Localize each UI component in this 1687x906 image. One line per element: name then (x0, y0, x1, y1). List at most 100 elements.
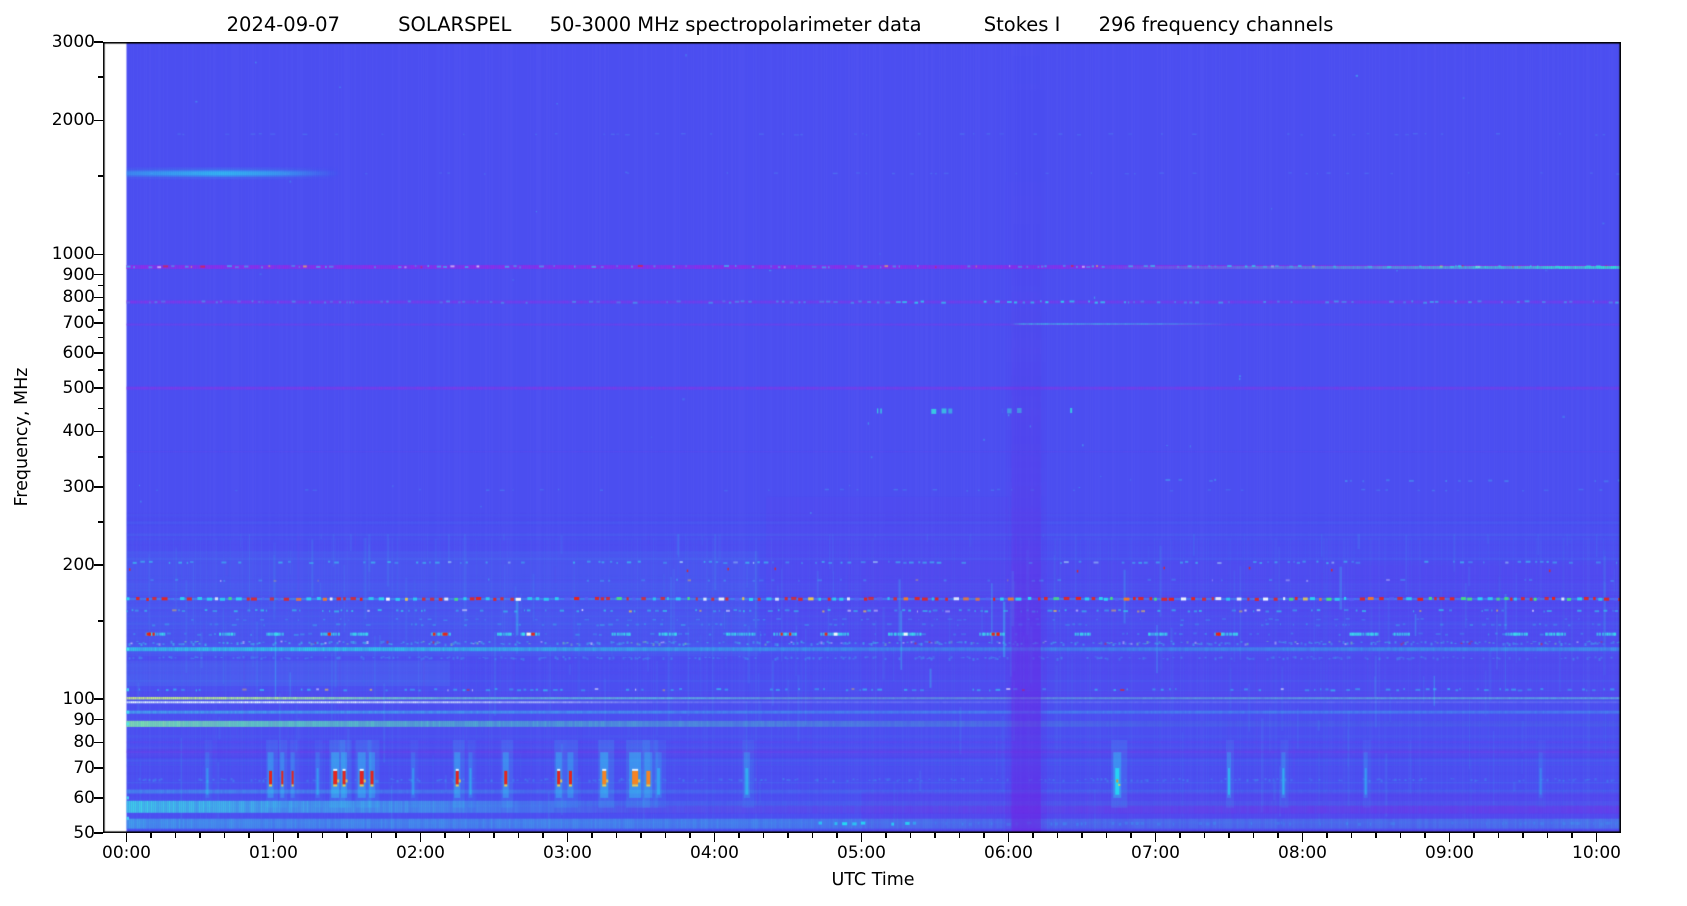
x-minor-tick (248, 833, 250, 838)
y-major-tick (94, 296, 103, 299)
x-tick-label: 04:00 (690, 843, 739, 863)
x-major-tick (566, 833, 569, 842)
x-minor-tick (689, 833, 691, 838)
x-minor-tick (909, 833, 912, 838)
y-major-tick (94, 352, 103, 354)
x-minor-tick (1546, 833, 1549, 838)
x-tick-label: 06:00 (984, 843, 1033, 863)
y-minor-tick (98, 407, 103, 410)
x-minor-tick (1130, 833, 1132, 838)
x-minor-tick (297, 833, 299, 838)
y-major-tick (94, 273, 103, 276)
x-minor-tick (983, 833, 985, 838)
y-minor-tick (98, 456, 103, 458)
x-tick-label: 03:00 (543, 843, 592, 863)
y-tick-label: 800 (62, 287, 95, 308)
x-minor-tick (811, 833, 814, 838)
x-major-tick (1301, 833, 1304, 842)
x-major-tick (1448, 833, 1451, 842)
x-minor-tick (1522, 833, 1524, 838)
y-tick-label: 70 (73, 758, 95, 779)
x-minor-tick (395, 833, 397, 838)
y-tick-label: 100 (62, 689, 95, 710)
y-minor-tick (98, 521, 103, 523)
x-minor-tick (1179, 833, 1181, 838)
title-channels: 296 frequency channels (1098, 13, 1334, 36)
x-minor-tick (468, 833, 471, 838)
spectrogram-canvas (103, 42, 1621, 833)
y-major-tick (94, 119, 103, 122)
x-major-tick (419, 833, 422, 842)
y-tick-label: 3000 (51, 32, 95, 52)
y-major-tick (94, 797, 103, 799)
x-minor-tick (346, 833, 348, 838)
y-tick-label: 50 (73, 823, 95, 844)
x-minor-tick (958, 833, 961, 838)
x-minor-tick (174, 833, 177, 838)
y-tick-label: 200 (62, 555, 95, 576)
x-tick-label: 07:00 (1131, 843, 1180, 863)
y-major-tick (94, 767, 103, 769)
y-tick-label: 500 (62, 378, 95, 399)
x-minor-tick (1081, 833, 1083, 838)
x-minor-tick (1326, 833, 1328, 838)
y-tick-label: 400 (62, 421, 95, 442)
x-tick-label: 10:00 (1572, 843, 1621, 863)
x-minor-tick (517, 833, 520, 838)
x-minor-tick (738, 833, 740, 838)
y-major-tick (94, 564, 103, 566)
y-major-tick (94, 698, 103, 700)
x-major-tick (713, 833, 716, 842)
y-tick-label: 900 (62, 264, 95, 285)
y-major-tick (94, 741, 103, 744)
x-minor-tick (934, 833, 936, 838)
x-minor-tick (1203, 833, 1206, 838)
x-tick-label: 08:00 (1278, 843, 1327, 863)
y-tick-label: 600 (62, 342, 95, 363)
x-minor-tick (591, 833, 593, 838)
x-tick-label: 00:00 (102, 843, 151, 863)
y-major-tick (94, 832, 103, 834)
x-minor-tick (542, 833, 544, 838)
x-major-tick (1154, 833, 1157, 842)
x-minor-tick (1497, 833, 1500, 838)
x-minor-tick (370, 833, 373, 838)
x-tick-label: 01:00 (249, 843, 298, 863)
x-tick-label: 09:00 (1425, 843, 1474, 863)
x-minor-tick (1032, 833, 1034, 838)
x-minor-tick (640, 833, 642, 838)
y-major-tick (94, 718, 103, 721)
x-tick-label: 02:00 (396, 843, 445, 863)
y-tick-label: 80 (73, 732, 95, 753)
y-minor-tick (98, 76, 103, 78)
y-major-tick (94, 41, 103, 43)
x-axis-label: UTC Time (831, 870, 915, 890)
y-minor-tick (98, 369, 103, 371)
title-stokes: Stokes I (983, 13, 1061, 36)
x-minor-tick (762, 833, 765, 838)
y-tick-label: 1000 (51, 244, 95, 265)
y-tick-label: 2000 (51, 110, 95, 131)
y-minor-tick (98, 175, 103, 177)
y-minor-tick (98, 309, 103, 311)
x-minor-tick (444, 833, 446, 838)
x-minor-tick (1277, 833, 1279, 838)
x-tick-label: 05:00 (837, 843, 886, 863)
y-minor-tick (98, 336, 103, 339)
x-minor-tick (1399, 833, 1402, 838)
x-major-tick (860, 833, 863, 842)
y-minor-tick (98, 620, 103, 622)
x-minor-tick (1375, 833, 1377, 838)
y-major-tick (94, 322, 103, 324)
title-date: 2024-09-07 (226, 13, 340, 36)
x-minor-tick (150, 833, 152, 838)
x-major-tick (1007, 833, 1010, 842)
title-range: 50-3000 MHz spectropolarimeter data (549, 13, 922, 36)
x-minor-tick (787, 833, 789, 838)
x-minor-tick (1473, 833, 1475, 838)
x-minor-tick (199, 833, 201, 838)
x-minor-tick (615, 833, 618, 838)
title-instrument: SOLARSPEL (398, 13, 512, 36)
y-major-tick (94, 430, 103, 433)
x-minor-tick (1056, 833, 1059, 838)
